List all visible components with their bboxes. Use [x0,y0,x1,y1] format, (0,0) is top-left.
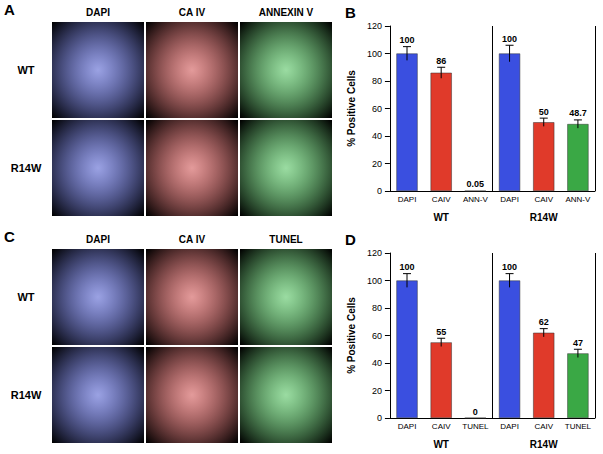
svg-text:40: 40 [372,358,382,368]
svg-text:80: 80 [372,76,382,86]
svg-text:ANN-V: ANN-V [463,195,489,204]
svg-text:48.7: 48.7 [569,108,587,118]
svg-text:100: 100 [367,49,382,59]
svg-text:0: 0 [377,186,382,196]
svg-text:DAPI: DAPI [500,195,519,204]
svg-text:DAPI: DAPI [500,422,519,431]
svg-text:CA IV: CA IV [179,7,206,18]
svg-text:TUNEL: TUNEL [269,234,302,245]
svg-text:CAIV: CAIV [534,195,553,204]
svg-text:60: 60 [372,104,382,114]
svg-text:CAIV: CAIV [534,422,553,431]
svg-text:100: 100 [399,35,414,45]
svg-text:WT: WT [433,439,449,450]
svg-text:% Positive Cells: % Positive Cells [346,297,357,374]
svg-text:ANN-V: ANN-V [565,195,591,204]
svg-text:20: 20 [372,386,382,396]
svg-text:% Positive Cells: % Positive Cells [346,70,357,147]
svg-text:WT: WT [17,64,34,76]
svg-text:60: 60 [372,331,382,341]
svg-text:CAIV: CAIV [432,195,451,204]
svg-text:R14W: R14W [530,439,558,450]
svg-text:120: 120 [367,21,382,31]
svg-text:C: C [4,228,15,245]
svg-text:86: 86 [436,56,446,66]
svg-text:DAPI: DAPI [86,234,110,245]
svg-text:62: 62 [539,317,549,327]
svg-text:WT: WT [17,291,34,303]
svg-text:TUNEL: TUNEL [565,422,592,431]
svg-text:0: 0 [377,413,382,423]
svg-text:R14W: R14W [11,389,42,401]
svg-text:R14W: R14W [530,212,558,223]
svg-text:0: 0 [473,407,478,417]
svg-text:55: 55 [436,327,446,337]
svg-text:R14W: R14W [11,162,42,174]
svg-text:40: 40 [372,131,382,141]
svg-text:ANNEXIN V: ANNEXIN V [259,7,314,18]
svg-text:WT: WT [433,212,449,223]
svg-text:80: 80 [372,303,382,313]
svg-text:20: 20 [372,159,382,169]
svg-text:0.05: 0.05 [467,179,485,189]
svg-text:TUNEL: TUNEL [462,422,489,431]
svg-text:D: D [345,231,356,248]
svg-text:B: B [345,4,356,21]
svg-text:47: 47 [573,338,583,348]
svg-text:A: A [4,1,15,18]
svg-text:CA IV: CA IV [179,234,206,245]
svg-text:100: 100 [367,276,382,286]
svg-text:100: 100 [502,262,517,272]
svg-text:120: 120 [367,248,382,258]
svg-text:100: 100 [399,262,414,272]
svg-text:DAPI: DAPI [398,422,417,431]
svg-text:CAIV: CAIV [432,422,451,431]
svg-text:DAPI: DAPI [86,7,110,18]
svg-text:DAPI: DAPI [398,195,417,204]
svg-text:100: 100 [502,34,517,44]
svg-text:50: 50 [539,107,549,117]
